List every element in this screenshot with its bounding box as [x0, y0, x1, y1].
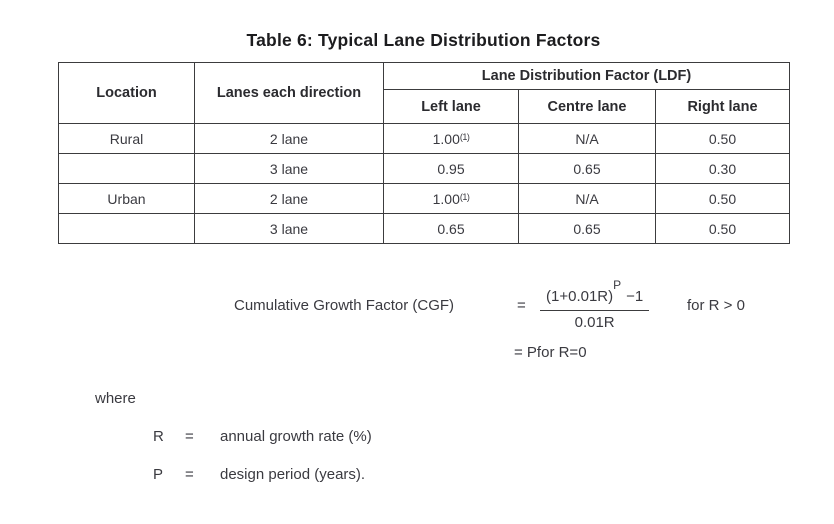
- cell-location: Urban: [58, 183, 195, 214]
- col-header-centre-lane: Centre lane: [518, 89, 656, 124]
- symbol-p: P: [153, 466, 164, 483]
- definition-row-p: P = design period (years).: [153, 466, 365, 483]
- cell-right-lane: 0.50: [654, 123, 791, 154]
- table-header-row-sub: Left lane Centre lane Right lane: [59, 89, 791, 124]
- cell-right-lane: 0.50: [654, 183, 791, 214]
- cell-left-lane: 0.95: [383, 153, 519, 184]
- symbol-r: R: [153, 428, 164, 445]
- fraction-numerator: (1+0.01R)P −1: [540, 278, 649, 310]
- table-row: 3 lane 0.95 0.65 0.30: [58, 153, 791, 184]
- numerator-base: (1+0.01R): [546, 288, 614, 305]
- footnote-marker: (1): [459, 191, 470, 202]
- cell-right-lane: 0.30: [654, 153, 791, 184]
- cell-left-lane: 0.65: [383, 213, 519, 244]
- fraction-denominator: 0.01R: [574, 314, 615, 331]
- cell-lanes: 2 lane: [194, 123, 384, 154]
- cell-location: Rural: [58, 123, 195, 154]
- cell-centre-lane: N/A: [518, 123, 656, 154]
- ldf-value: 1.00: [432, 190, 460, 207]
- col-header-ldf-group: Lane Distribution Factor (LDF): [382, 62, 791, 90]
- ldf-value: 0.65: [437, 220, 465, 237]
- table-title: Table 6: Typical Lane Distribution Facto…: [246, 30, 601, 50]
- cgf-fraction: (1+0.01R)P −1 0.01R: [540, 278, 650, 332]
- cell-centre-lane: N/A: [518, 183, 656, 214]
- definition-text: design period (years).: [220, 466, 366, 483]
- ldf-value: 0.95: [437, 160, 465, 177]
- definition-text: annual growth rate (%): [220, 428, 372, 445]
- equals-sign: =: [517, 297, 526, 314]
- cell-right-lane: 0.50: [654, 213, 791, 244]
- col-header-right-lane: Right lane: [654, 89, 791, 124]
- table-row: Urban 2 lane 1.00(1) N/A 0.50: [58, 183, 791, 214]
- cell-left-lane: 1.00(1): [383, 123, 519, 154]
- cell-lanes: 3 lane: [194, 213, 384, 244]
- table-row: Rural 2 lane 1.00(1) N/A 0.50: [58, 123, 791, 154]
- col-header-location: Location: [58, 62, 195, 124]
- cgf-formula-label: Cumulative Growth Factor (CGF): [234, 297, 455, 314]
- case-r-equals-0: = Pfor R=0: [514, 344, 587, 361]
- col-header-lanes: Lanes each direction: [194, 62, 384, 124]
- equals-sign: =: [185, 428, 194, 445]
- cell-lanes: 2 lane: [194, 183, 384, 214]
- cell-lanes: 3 lane: [194, 153, 384, 184]
- fraction-bar: [540, 310, 650, 311]
- cell-location: [58, 213, 195, 244]
- condition-r-gt-0: for R > 0: [687, 297, 745, 314]
- cell-location: [58, 153, 195, 184]
- cell-centre-lane: 0.65: [518, 213, 656, 244]
- table-row: 3 lane 0.65 0.65 0.50: [58, 213, 791, 244]
- cell-centre-lane: 0.65: [518, 153, 656, 184]
- numerator-tail: −1: [626, 288, 644, 305]
- cell-left-lane: 1.00(1): [383, 183, 519, 214]
- definition-row-r: R = annual growth rate (%): [153, 428, 372, 445]
- col-header-left-lane: Left lane: [383, 89, 519, 124]
- equals-sign: =: [185, 466, 194, 483]
- ldf-value: 1.00: [432, 130, 460, 147]
- numerator-exponent: P: [613, 278, 622, 292]
- where-label: where: [95, 390, 136, 407]
- footnote-marker: (1): [459, 131, 470, 142]
- table-header-row-top: Location Lanes each direction Lane Distr…: [58, 62, 791, 124]
- lane-distribution-table: Location Lanes each direction Lane Distr…: [58, 62, 791, 244]
